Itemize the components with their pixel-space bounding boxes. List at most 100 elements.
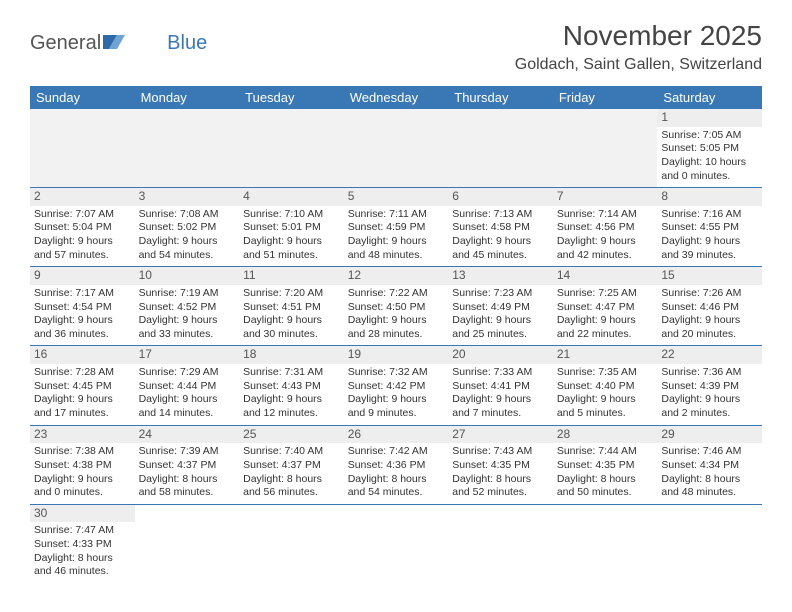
calendar-table: Sunday Monday Tuesday Wednesday Thursday… — [30, 86, 762, 583]
day-number: 20 — [448, 346, 553, 364]
sunrise-text: Sunrise: 7:11 AM — [348, 208, 445, 222]
sunset-text: Sunset: 4:36 PM — [348, 459, 445, 473]
daylight-text: Daylight: 8 hours — [661, 473, 758, 487]
daylight-text: and 57 minutes. — [34, 249, 131, 263]
sunrise-text: Sunrise: 7:13 AM — [452, 208, 549, 222]
daylight-text: Daylight: 10 hours — [661, 156, 758, 170]
sunrise-text: Sunrise: 7:40 AM — [243, 445, 340, 459]
daylight-text: and 22 minutes. — [557, 328, 654, 342]
daylight-text: Daylight: 9 hours — [243, 235, 340, 249]
day-number: 3 — [135, 188, 240, 206]
daylight-text: Daylight: 9 hours — [34, 314, 131, 328]
flag-icon — [103, 32, 125, 55]
calendar-cell — [553, 504, 658, 583]
sunrise-text: Sunrise: 7:32 AM — [348, 366, 445, 380]
sunset-text: Sunset: 4:50 PM — [348, 301, 445, 315]
calendar-cell: 16Sunrise: 7:28 AMSunset: 4:45 PMDayligh… — [30, 346, 135, 425]
sunset-text: Sunset: 4:47 PM — [557, 301, 654, 315]
calendar-cell: 3Sunrise: 7:08 AMSunset: 5:02 PMDaylight… — [135, 188, 240, 267]
daylight-text: and 0 minutes. — [34, 486, 131, 500]
calendar-cell: 1Sunrise: 7:05 AMSunset: 5:05 PMDaylight… — [657, 109, 762, 188]
daylight-text: Daylight: 8 hours — [139, 473, 236, 487]
calendar-body: 1Sunrise: 7:05 AMSunset: 5:05 PMDaylight… — [30, 109, 762, 583]
day-number: 30 — [30, 505, 135, 523]
daylight-text: and 45 minutes. — [452, 249, 549, 263]
sunrise-text: Sunrise: 7:33 AM — [452, 366, 549, 380]
daylight-text: Daylight: 9 hours — [557, 314, 654, 328]
calendar-row: 9Sunrise: 7:17 AMSunset: 4:54 PMDaylight… — [30, 267, 762, 346]
calendar-cell: 5Sunrise: 7:11 AMSunset: 4:59 PMDaylight… — [344, 188, 449, 267]
daylight-text: and 0 minutes. — [661, 170, 758, 184]
sunset-text: Sunset: 4:59 PM — [348, 221, 445, 235]
day-number: 26 — [344, 426, 449, 444]
sunset-text: Sunset: 4:58 PM — [452, 221, 549, 235]
daylight-text: and 25 minutes. — [452, 328, 549, 342]
sunset-text: Sunset: 4:52 PM — [139, 301, 236, 315]
calendar-cell: 28Sunrise: 7:44 AMSunset: 4:35 PMDayligh… — [553, 425, 658, 504]
calendar-cell — [657, 504, 762, 583]
day-number: 24 — [135, 426, 240, 444]
sunset-text: Sunset: 4:44 PM — [139, 380, 236, 394]
sunset-text: Sunset: 4:55 PM — [661, 221, 758, 235]
daylight-text: Daylight: 9 hours — [243, 314, 340, 328]
sunrise-text: Sunrise: 7:26 AM — [661, 287, 758, 301]
calendar-row: 16Sunrise: 7:28 AMSunset: 4:45 PMDayligh… — [30, 346, 762, 425]
calendar-cell: 8Sunrise: 7:16 AMSunset: 4:55 PMDaylight… — [657, 188, 762, 267]
header: General Blue November 2025 Goldach, Sain… — [30, 20, 762, 74]
sunrise-text: Sunrise: 7:44 AM — [557, 445, 654, 459]
daylight-text: Daylight: 8 hours — [34, 552, 131, 566]
weekday-header: Sunday — [30, 86, 135, 109]
sunset-text: Sunset: 4:46 PM — [661, 301, 758, 315]
day-number: 14 — [553, 267, 658, 285]
day-number: 18 — [239, 346, 344, 364]
calendar-cell: 7Sunrise: 7:14 AMSunset: 4:56 PMDaylight… — [553, 188, 658, 267]
calendar-cell — [344, 109, 449, 188]
calendar-cell: 30Sunrise: 7:47 AMSunset: 4:33 PMDayligh… — [30, 504, 135, 583]
daylight-text: and 14 minutes. — [139, 407, 236, 421]
day-number: 11 — [239, 267, 344, 285]
sunset-text: Sunset: 5:01 PM — [243, 221, 340, 235]
daylight-text: Daylight: 9 hours — [661, 314, 758, 328]
weekday-header: Tuesday — [239, 86, 344, 109]
calendar-cell: 20Sunrise: 7:33 AMSunset: 4:41 PMDayligh… — [448, 346, 553, 425]
daylight-text: and 46 minutes. — [34, 565, 131, 579]
sunrise-text: Sunrise: 7:17 AM — [34, 287, 131, 301]
sunrise-text: Sunrise: 7:25 AM — [557, 287, 654, 301]
sunrise-text: Sunrise: 7:42 AM — [348, 445, 445, 459]
daylight-text: and 12 minutes. — [243, 407, 340, 421]
daylight-text: and 48 minutes. — [348, 249, 445, 263]
day-number: 13 — [448, 267, 553, 285]
calendar-cell — [553, 109, 658, 188]
calendar-row: 1Sunrise: 7:05 AMSunset: 5:05 PMDaylight… — [30, 109, 762, 188]
daylight-text: Daylight: 9 hours — [348, 314, 445, 328]
calendar-cell: 11Sunrise: 7:20 AMSunset: 4:51 PMDayligh… — [239, 267, 344, 346]
daylight-text: and 48 minutes. — [661, 486, 758, 500]
daylight-text: and 36 minutes. — [34, 328, 131, 342]
weekday-header: Wednesday — [344, 86, 449, 109]
sunset-text: Sunset: 4:35 PM — [557, 459, 654, 473]
day-number: 22 — [657, 346, 762, 364]
day-number: 15 — [657, 267, 762, 285]
day-number: 10 — [135, 267, 240, 285]
calendar-cell: 10Sunrise: 7:19 AMSunset: 4:52 PMDayligh… — [135, 267, 240, 346]
sunset-text: Sunset: 5:05 PM — [661, 142, 758, 156]
daylight-text: Daylight: 9 hours — [661, 235, 758, 249]
calendar-cell: 24Sunrise: 7:39 AMSunset: 4:37 PMDayligh… — [135, 425, 240, 504]
daylight-text: and 50 minutes. — [557, 486, 654, 500]
sunset-text: Sunset: 4:45 PM — [34, 380, 131, 394]
weekday-header: Monday — [135, 86, 240, 109]
sunset-text: Sunset: 4:49 PM — [452, 301, 549, 315]
sunset-text: Sunset: 4:33 PM — [34, 538, 131, 552]
sunrise-text: Sunrise: 7:35 AM — [557, 366, 654, 380]
daylight-text: Daylight: 9 hours — [34, 393, 131, 407]
calendar-cell: 23Sunrise: 7:38 AMSunset: 4:38 PMDayligh… — [30, 425, 135, 504]
daylight-text: Daylight: 9 hours — [348, 235, 445, 249]
day-number: 8 — [657, 188, 762, 206]
sunrise-text: Sunrise: 7:23 AM — [452, 287, 549, 301]
sunrise-text: Sunrise: 7:29 AM — [139, 366, 236, 380]
daylight-text: and 56 minutes. — [243, 486, 340, 500]
daylight-text: Daylight: 8 hours — [243, 473, 340, 487]
day-number: 25 — [239, 426, 344, 444]
calendar-cell: 29Sunrise: 7:46 AMSunset: 4:34 PMDayligh… — [657, 425, 762, 504]
sunrise-text: Sunrise: 7:46 AM — [661, 445, 758, 459]
